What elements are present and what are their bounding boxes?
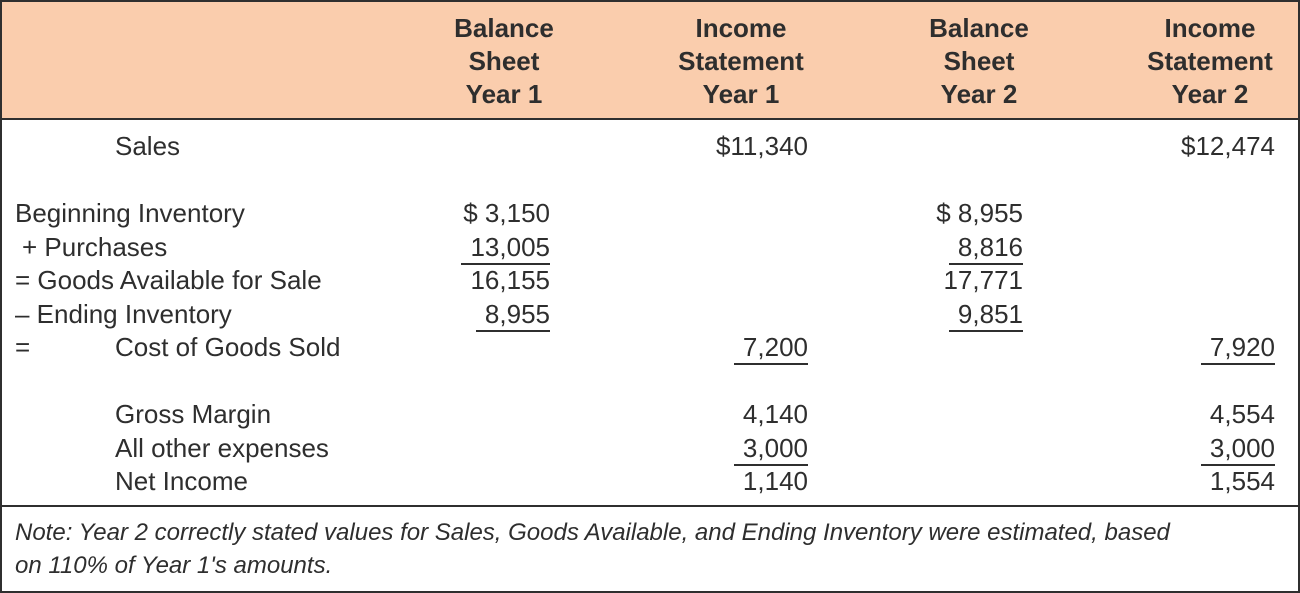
purchases-bs1-value: 13,005 [422, 231, 586, 265]
row-purchases: + Purchases 13,005 8,816 [2, 231, 1298, 265]
beginning-inventory-label: Beginning Inventory [15, 198, 245, 228]
all-other-expenses-label: All other expenses [115, 432, 329, 463]
spacer-row [2, 365, 1298, 399]
footnote: Note: Year 2 correctly stated values for… [2, 505, 1298, 591]
cost-of-goods-sold-is1-value: 7,200 [586, 331, 896, 365]
row-gross-margin: Gross Margin 4,140 4,554 [2, 398, 1298, 432]
sales-label: Sales [115, 131, 181, 161]
sales-bs2-cell [896, 130, 1062, 164]
row-goods-available: = Goods Available for Sale 16,155 17,771 [2, 264, 1298, 298]
col-header-balance-sheet-year2: Balance Sheet Year 2 [929, 13, 1029, 109]
goods-available-bs1-value: 16,155 [470, 265, 550, 295]
spacer-row [2, 164, 1298, 198]
goods-available-bs2-value: 17,771 [943, 265, 1023, 295]
row-sales: Sales $11,340 $12,474 [2, 130, 1298, 164]
col-header-balance-sheet-year1: Balance Sheet Year 1 [454, 13, 554, 109]
all-other-expenses-is1-value: 3,000 [586, 432, 896, 466]
row-beginning-inventory: Beginning Inventory $ 3,150 $ 8,955 [2, 197, 1298, 231]
col-header-income-statement-year2: Income Statement Year 2 [1147, 13, 1273, 109]
beginning-inventory-bs1-value: $ 3,150 [463, 198, 550, 228]
goods-available-label: = Goods Available for Sale [15, 265, 322, 295]
gross-margin-is1-value: 4,140 [742, 399, 808, 429]
table-header-row: Balance Sheet Year 1 Income Statement Ye… [2, 2, 1298, 120]
purchases-bs2-value: 8,816 [896, 231, 1062, 265]
sales-is2-value: $12,474 [1181, 131, 1275, 161]
gross-margin-label: Gross Margin [115, 399, 272, 429]
cost-of-goods-sold-label: = Cost of Goods Sold [15, 332, 341, 362]
sales-is1-value: $11,340 [715, 131, 808, 161]
row-ending-inventory: – Ending Inventory 8,955 9,851 [2, 298, 1298, 332]
sales-bs1-cell [422, 130, 586, 164]
footnote-line-1: Note: Year 2 correctly stated values for… [15, 519, 1170, 546]
net-income-label: Net Income [115, 466, 248, 496]
net-income-is2-value: 1,554 [1209, 466, 1275, 496]
purchases-label: + Purchases [22, 231, 168, 262]
col-header-empty [2, 2, 422, 118]
all-other-expenses-is2-value: 3,000 [1062, 432, 1298, 466]
cost-of-goods-sold-is2-value: 7,920 [1062, 331, 1298, 365]
row-cost-of-goods-sold: = Cost of Goods Sold 7,200 7,920 [2, 331, 1298, 365]
net-income-is1-value: 1,140 [742, 466, 808, 496]
gross-margin-is2-value: 4,554 [1209, 399, 1275, 429]
ending-inventory-label: – Ending Inventory [15, 298, 232, 329]
row-net-income: Net Income 1,140 1,554 [2, 465, 1298, 499]
ending-inventory-bs1-value: 8,955 [422, 298, 586, 332]
row-all-other-expenses: All other expenses 3,000 3,000 [2, 432, 1298, 466]
table-body: Sales $11,340 $12,474 Beginning Inventor… [2, 120, 1298, 505]
beginning-inventory-bs2-value: $ 8,955 [936, 198, 1023, 228]
footnote-line-2: on 110% of Year 1's amounts. [15, 552, 333, 579]
col-header-income-statement-year1: Income Statement Year 1 [678, 13, 804, 109]
equals-prefix: = [15, 332, 31, 362]
ending-inventory-bs2-value: 9,851 [896, 298, 1062, 332]
